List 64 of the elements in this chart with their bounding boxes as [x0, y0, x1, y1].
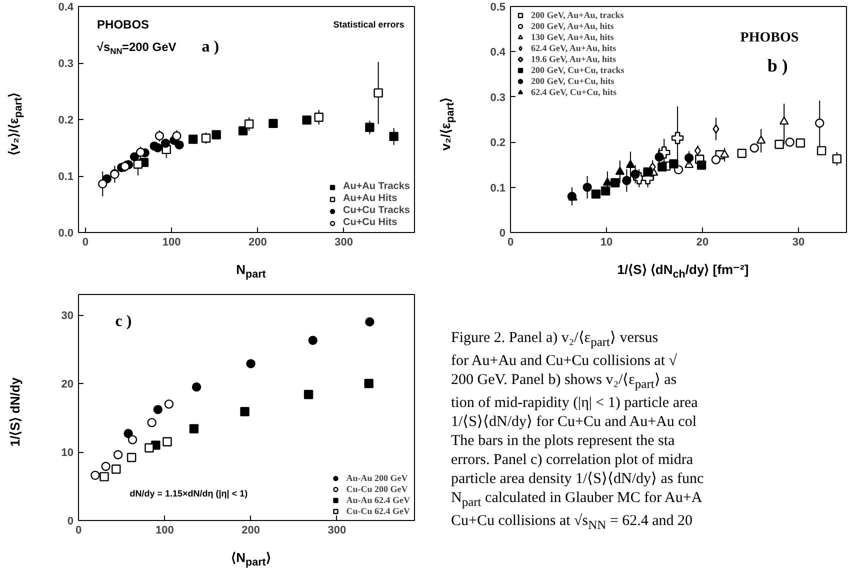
- annotation: a ): [202, 38, 220, 56]
- legend-label: 200 GeV, Au+Au, tracks: [531, 10, 624, 20]
- legend-label: 19.6 GeV, Au+Au, hits: [531, 54, 616, 64]
- legend-label: Au-Au 62.4 GeV: [346, 495, 410, 505]
- y-tick-label: 0.4: [490, 46, 506, 59]
- legend-label: Cu+Cu Tracks: [343, 205, 410, 216]
- x-tick-label: 300: [328, 524, 346, 536]
- legend-label: Au+Au Tracks: [343, 181, 410, 192]
- annotation: PHOBOS: [97, 18, 150, 32]
- y-tick-label: 0: [67, 516, 74, 528]
- x-tick-label: 0: [507, 236, 514, 248]
- x-tick-label: 30: [792, 236, 805, 248]
- y-tick-label: 0.0: [58, 228, 74, 240]
- text: 1/⟨S⟩⟨dN/dy⟩ for Cu+Cu and Au+Au col: [451, 413, 698, 432]
- caption: Figure 2. Panel a) v₂/⟨ε$_{part}$⟩ versus: [451, 329, 660, 351]
- text: 200 GeV. Panel b) shows v₂/⟨ε$_{part}$⟩ as: [451, 371, 678, 393]
- y-tick-label: 0.3: [58, 58, 74, 70]
- legend-label: 130 GeV, Au+Au, hits: [531, 32, 614, 42]
- x-tick-label: 0: [75, 524, 82, 536]
- y-tick-label: 0.1: [58, 171, 74, 183]
- x-tick-label: 300: [334, 236, 354, 248]
- y-tick-label: 0.1: [490, 182, 506, 194]
- x-tick-label: 200: [242, 524, 260, 536]
- text: Cu+Cu collisions at √s$_{NN}$ = 62.4 and 20: [451, 512, 694, 534]
- y-tick-label: 0.3: [490, 92, 506, 104]
- legend-label: 200 GeV, Cu+Cu, hits: [531, 76, 614, 86]
- text: N$_{part}$ calculated in Glauber MC for Au+A: [451, 489, 704, 511]
- y-tick-label: 0.5: [490, 2, 506, 14]
- legend-label: 62.4 GeV, Cu+Cu, hits: [531, 87, 616, 97]
- x-tick-label: 0: [82, 236, 88, 248]
- y-tick-label: 0.2: [490, 137, 506, 150]
- x-axis-title: N$_{part}$: [235, 261, 267, 283]
- y-axis-title: 1/⟨S⟩ dN/dy: [6, 377, 24, 447]
- y-tick-label: 10: [61, 447, 74, 460]
- x-axis-title: ⟨N$_{part}$⟩: [230, 549, 272, 571]
- y-tick-label: 0.4: [58, 2, 74, 14]
- x-axis-title: 1/⟨S⟩ ⟨dN$_{ch}$/dy⟩ [fm⁻²]: [616, 261, 750, 283]
- legend-label: Cu-Cu 200 GeV: [346, 484, 408, 494]
- text: tion of mid-rapidity (|η| < 1) particle area: [451, 394, 699, 413]
- legend-label: Cu+Cu Hits: [343, 217, 398, 228]
- annotation: PHOBOS: [740, 30, 799, 46]
- annotation: Statistical errors: [333, 20, 404, 30]
- y-tick-label: 30: [61, 310, 74, 322]
- x-tick-label: 100: [155, 524, 174, 536]
- x-tick-label: 10: [600, 236, 613, 248]
- legend-label: Cu-Cu 62.4 GeV: [346, 506, 410, 516]
- text: particle area density 1/⟨S⟩⟨dN/dy⟩ as func: [451, 470, 704, 489]
- text: The bars in the plots represent the sta: [451, 432, 676, 451]
- y-tick-label: 0.2: [58, 114, 74, 126]
- x-tick-label: 100: [162, 236, 181, 248]
- text: errors. Panel c) correlation plot of midra: [451, 451, 694, 470]
- x-tick-label: 200: [248, 236, 267, 248]
- legend-label: Au-Au 200 GeV: [346, 473, 408, 483]
- x-tick-label: 20: [696, 236, 709, 248]
- legend-label: 62.4 GeV, Au+Au, hits: [531, 43, 616, 53]
- annotation: b ): [767, 55, 788, 76]
- legend-label: 200 GeV, Au+Au, hits: [531, 21, 614, 31]
- legend-label: Au+Au Hits: [343, 193, 398, 204]
- text: for Au+Au and Cu+Cu collisions at √: [451, 352, 678, 371]
- y-tick-label: 0: [499, 228, 506, 240]
- legend-label: 200 GeV, Cu+Cu, tracks: [531, 65, 624, 75]
- y-tick-label: 20: [61, 378, 74, 391]
- annotation: dN/dy = 1.15×dN/dη (|η| < 1): [130, 488, 248, 498]
- annotation: c ): [115, 313, 132, 330]
